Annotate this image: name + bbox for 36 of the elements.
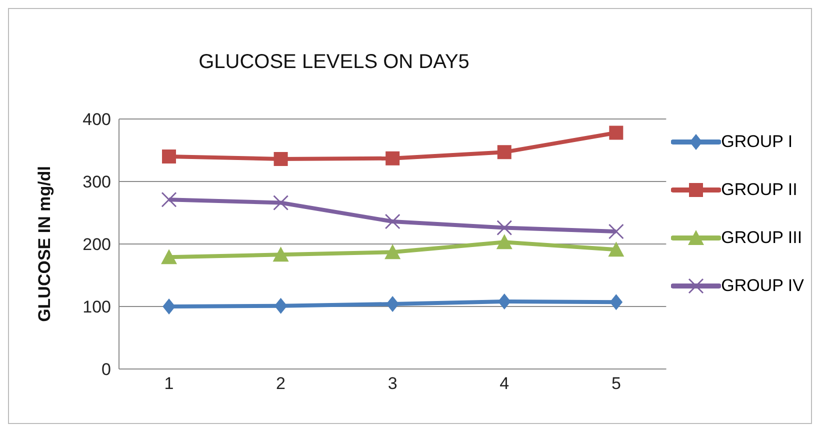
point xyxy=(274,152,288,166)
y-tick-label: 0 xyxy=(102,360,111,380)
legend-label: GROUP III xyxy=(721,228,802,248)
point xyxy=(610,294,623,310)
point xyxy=(162,298,176,314)
point xyxy=(386,296,399,312)
point xyxy=(161,249,177,264)
legend-label: GROUP IV xyxy=(721,276,804,296)
x-tick-label: 4 xyxy=(500,374,510,394)
x-tick-label: 2 xyxy=(276,374,286,394)
point xyxy=(161,192,177,208)
point xyxy=(609,126,624,140)
point xyxy=(498,294,511,310)
point xyxy=(497,145,512,160)
point xyxy=(608,224,624,240)
point xyxy=(273,195,289,210)
y-tick-label: 100 xyxy=(82,298,111,317)
point xyxy=(496,220,512,236)
y-axis-title: GLUCOSE IN mg/dl xyxy=(35,166,54,322)
legend-label: GROUP II xyxy=(721,180,798,200)
x-tick-label: 5 xyxy=(611,374,621,394)
point xyxy=(162,150,176,164)
chart-title: GLUCOSE LEVELS ON DAY5 xyxy=(198,51,470,74)
point xyxy=(496,234,512,250)
point xyxy=(608,242,624,257)
x-tick-label: 3 xyxy=(388,374,398,394)
point xyxy=(384,214,400,230)
legend-label: GROUP I xyxy=(721,132,793,152)
x-tick-label: 1 xyxy=(164,374,174,394)
y-tick-label: 400 xyxy=(82,110,111,130)
point xyxy=(272,246,289,262)
point xyxy=(386,151,400,166)
y-tick-label: 300 xyxy=(82,172,111,192)
point xyxy=(384,244,401,260)
point xyxy=(274,298,288,314)
y-tick-label: 200 xyxy=(82,235,111,254)
